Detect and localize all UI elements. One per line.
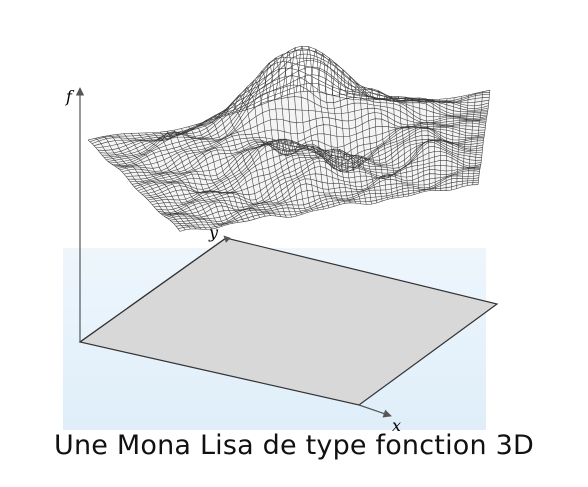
x-axis-label: x [392,416,401,435]
mesh-line-v [135,127,484,190]
mesh-line-v [139,134,484,193]
mesh-line-v [103,49,488,158]
figure-caption: Une Mona Lisa de type fonction 3D [54,430,534,461]
mesh-line-v [159,160,481,215]
surface-underlay [88,90,490,232]
mesh-line-v [121,118,486,173]
mesh-line-v [163,167,481,217]
mesh-line-v [165,168,480,218]
mesh-line-v [151,141,482,205]
mesh-line-v [155,151,482,211]
mesh-line-v [167,170,480,220]
wireframe-surface [87,45,491,232]
mesh-line-v [93,66,490,146]
mesh-line-v [123,124,486,175]
x-axis [358,404,392,418]
f-axis-label: f [65,87,75,106]
mesh-line-v [87,89,491,141]
mesh-line-v [175,179,479,227]
mesh-line-v [114,84,487,166]
mesh-line-v [141,138,484,195]
mesh-line-v [177,182,479,230]
mesh-line-v [97,53,489,151]
mesh-line-v [107,61,488,162]
y-axis [79,237,227,343]
mesh-line-v [129,126,485,183]
mesh-line-v [171,175,480,223]
mesh-line-v [149,139,482,203]
mesh-line-v [105,56,488,160]
mesh-line-v [119,112,486,171]
mesh-line-u [445,98,448,191]
mesh-line-v [169,173,480,221]
y-axis-arrow [223,235,231,243]
mesh-line-v [179,184,479,232]
y-axis-label: y [208,223,219,242]
mesh-line-v [153,146,482,208]
mesh-line-v [157,155,481,213]
mesh-line-v [109,67,488,164]
mesh-line-v [161,165,481,215]
mesh-line-v [111,75,487,165]
mesh-line-v [145,140,483,199]
